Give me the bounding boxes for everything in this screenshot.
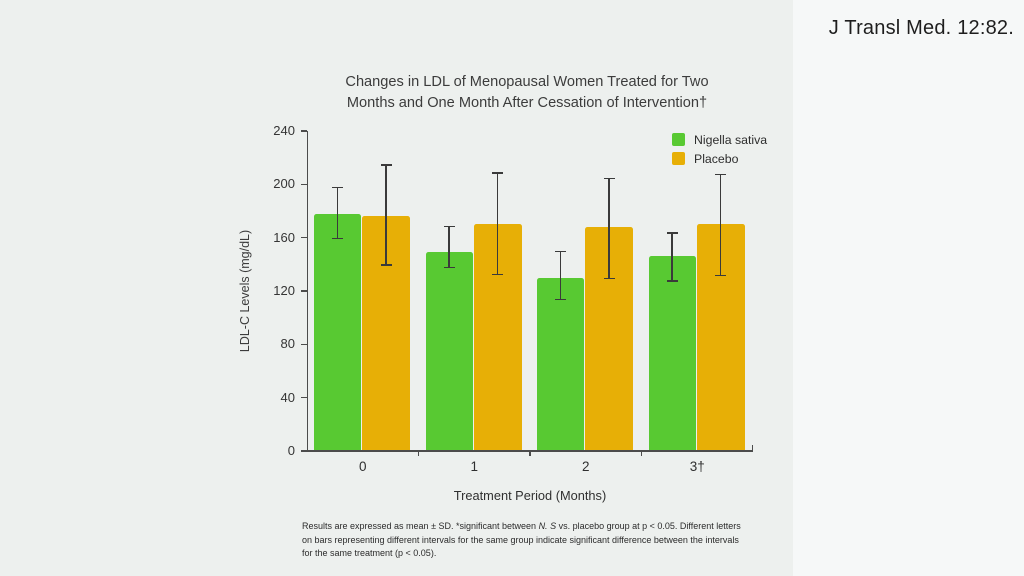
- y-tick-label-200: 200: [273, 176, 295, 192]
- y-tick-240: [301, 130, 307, 132]
- error-bar-line: [559, 251, 562, 301]
- plot-area: 0 40 80 120 160 200 240 0 1 2 3†: [273, 123, 753, 474]
- error-bar-line: [496, 172, 499, 275]
- error-bar-line: [608, 177, 610, 279]
- legend-label-placebo: Placebo: [694, 151, 739, 166]
- error-bar-line: [336, 187, 339, 239]
- error-bar-cap-top: [555, 251, 566, 253]
- error-bar-line: [671, 232, 673, 282]
- citation: J Transl Med. 12:82.: [828, 17, 1014, 39]
- x-axis-endcap: [751, 445, 753, 451]
- legend-swatch-nigella-sativa: [672, 133, 685, 146]
- error-bar-cap-top: [443, 225, 455, 227]
- bar-nigella-sativa-3†: [648, 256, 696, 451]
- error-bar-line: [385, 164, 387, 266]
- background-band: [793, 0, 1024, 576]
- legend-item-placebo: Placebo: [672, 151, 767, 166]
- legend-item-nigella-sativa: Nigella sativa: [672, 132, 767, 147]
- y-axis-line: [307, 131, 309, 452]
- error-bar-cap-bottom: [666, 280, 678, 282]
- x-category-label-1: 1: [470, 459, 478, 474]
- error-bar-cap-bottom: [380, 264, 392, 266]
- chart-title-line1: Changes in LDL of Menopausal Women Treat…: [345, 74, 709, 90]
- y-tick-80: [301, 343, 307, 345]
- x-axis-line: [307, 450, 753, 452]
- error-bar-nigella-sativa-0: [332, 187, 343, 239]
- bar-nigella-sativa-0: [314, 213, 361, 451]
- x-category-label-0: 0: [358, 459, 367, 474]
- error-bar-placebo-0: [380, 164, 392, 266]
- y-tick-0: [301, 450, 307, 452]
- error-bar-nigella-sativa-3†: [666, 232, 678, 282]
- y-tick-40: [301, 397, 307, 399]
- error-bar-placebo-1: [492, 172, 503, 275]
- y-tick-label-120: 120: [273, 283, 295, 298]
- error-bar-placebo-2: [603, 177, 615, 279]
- error-bar-line: [448, 225, 450, 269]
- error-bar-line: [719, 173, 722, 277]
- error-bar-cap-bottom: [555, 299, 566, 301]
- error-bar-cap-top: [666, 232, 678, 234]
- error-bar-cap-top: [715, 173, 726, 175]
- error-bar-placebo-3†: [715, 173, 726, 277]
- x-axis-title: Treatment Period (Months): [453, 488, 607, 503]
- error-bar-cap-bottom: [715, 275, 726, 277]
- error-bar-nigella-sativa-2: [555, 251, 566, 301]
- x-tick-2: [529, 451, 531, 456]
- y-tick-label-0: 0: [287, 443, 295, 458]
- y-tick-label-80: 80: [280, 336, 295, 352]
- x-category-label-3†: 3†: [689, 459, 705, 474]
- error-bar-cap-top: [492, 172, 503, 174]
- y-tick-160: [301, 237, 307, 239]
- footnote-text-pre: Results are expressed as mean ± SD. *sig…: [302, 521, 539, 531]
- error-bar-cap-bottom: [443, 267, 455, 269]
- legend: Nigella sativa Placebo: [672, 132, 767, 166]
- chart-title-line2: Months and One Month After Cessation of …: [346, 94, 708, 111]
- x-tick-1: [417, 451, 420, 456]
- y-tick-label-240: 240: [273, 123, 295, 138]
- footnote-text-post: vs. placebo group at p < 0.05. Different…: [302, 521, 741, 559]
- x-tick-3: [640, 451, 643, 456]
- error-bar-cap-top: [603, 177, 615, 179]
- y-tick-label-160: 160: [273, 229, 295, 245]
- error-bar-nigella-sativa-1: [443, 225, 455, 269]
- y-tick-120: [301, 290, 307, 292]
- error-bar-cap-top: [332, 187, 343, 189]
- error-bar-cap-bottom: [603, 277, 615, 279]
- y-tick-200: [301, 183, 307, 185]
- footnote: Results are expressed as mean ± SD. *sig…: [302, 520, 743, 561]
- error-bar-cap-bottom: [492, 273, 503, 275]
- legend-swatch-placebo: [672, 152, 685, 165]
- error-bar-cap-top: [380, 164, 392, 166]
- bar-nigella-sativa-1: [425, 252, 473, 451]
- y-tick-label-40: 40: [280, 389, 295, 405]
- error-bar-cap-bottom: [332, 237, 343, 239]
- bar-nigella-sativa-2: [537, 277, 584, 451]
- x-category-label-2: 2: [581, 459, 590, 474]
- legend-label-nigella-sativa: Nigella sativa: [694, 132, 768, 147]
- chart-title: Changes in LDL of Menopausal Women Treat…: [247, 72, 807, 113]
- footnote-text-italic: N. S: [538, 521, 557, 531]
